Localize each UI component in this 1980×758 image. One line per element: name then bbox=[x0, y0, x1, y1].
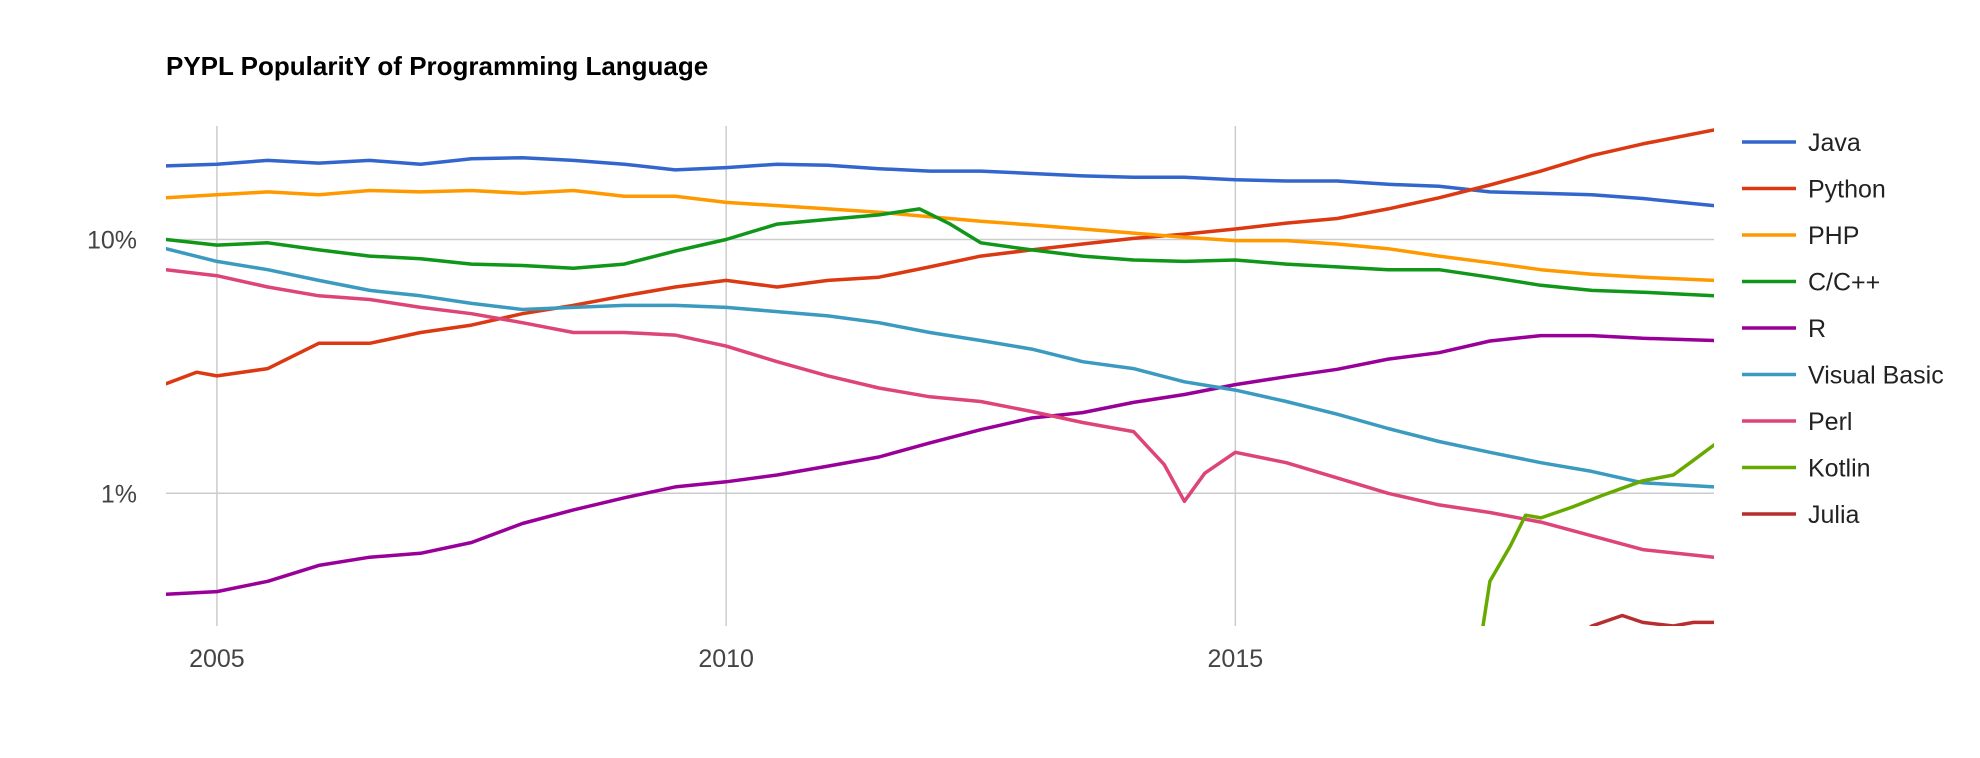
legend-label: Visual Basic bbox=[1808, 362, 1944, 390]
legend-label: Python bbox=[1808, 176, 1886, 204]
legend-label: C/C++ bbox=[1808, 269, 1880, 297]
legend-label: Perl bbox=[1808, 408, 1852, 436]
series-line-perl bbox=[166, 267, 1714, 559]
series-lines bbox=[166, 128, 1714, 626]
grid-lines bbox=[166, 126, 1714, 626]
chart-title: PYPL PopularitY of Programming Language bbox=[166, 51, 708, 81]
legend-label: PHP bbox=[1808, 222, 1859, 250]
series-line-visual-basic bbox=[166, 246, 1714, 489]
series-line-r bbox=[166, 333, 1714, 597]
x-tick-label: 2005 bbox=[189, 645, 245, 673]
x-axis-ticks: 2005 2010 2015 bbox=[189, 645, 1263, 673]
legend: Java Python PHP C/C++ R Visual Basic Perl Kotli… bbox=[1742, 129, 1944, 529]
series-line-julia bbox=[1588, 613, 1714, 626]
series-line-c-c- bbox=[166, 207, 1714, 298]
series-line-python bbox=[166, 128, 1714, 386]
legend-label: Kotlin bbox=[1808, 455, 1871, 483]
legend-label: R bbox=[1808, 315, 1826, 343]
legend-label: Julia bbox=[1808, 501, 1860, 529]
legend-label: Java bbox=[1808, 129, 1861, 157]
x-tick-label: 2010 bbox=[698, 645, 754, 673]
y-axis-ticks: 10% 1% bbox=[87, 226, 137, 508]
y-tick-label: 10% bbox=[87, 226, 137, 254]
series-line-php bbox=[166, 188, 1714, 283]
series-line-kotlin bbox=[1481, 443, 1714, 626]
series-line-java bbox=[166, 155, 1714, 208]
y-tick-label: 1% bbox=[101, 480, 137, 508]
x-tick-label: 2015 bbox=[1208, 645, 1264, 673]
